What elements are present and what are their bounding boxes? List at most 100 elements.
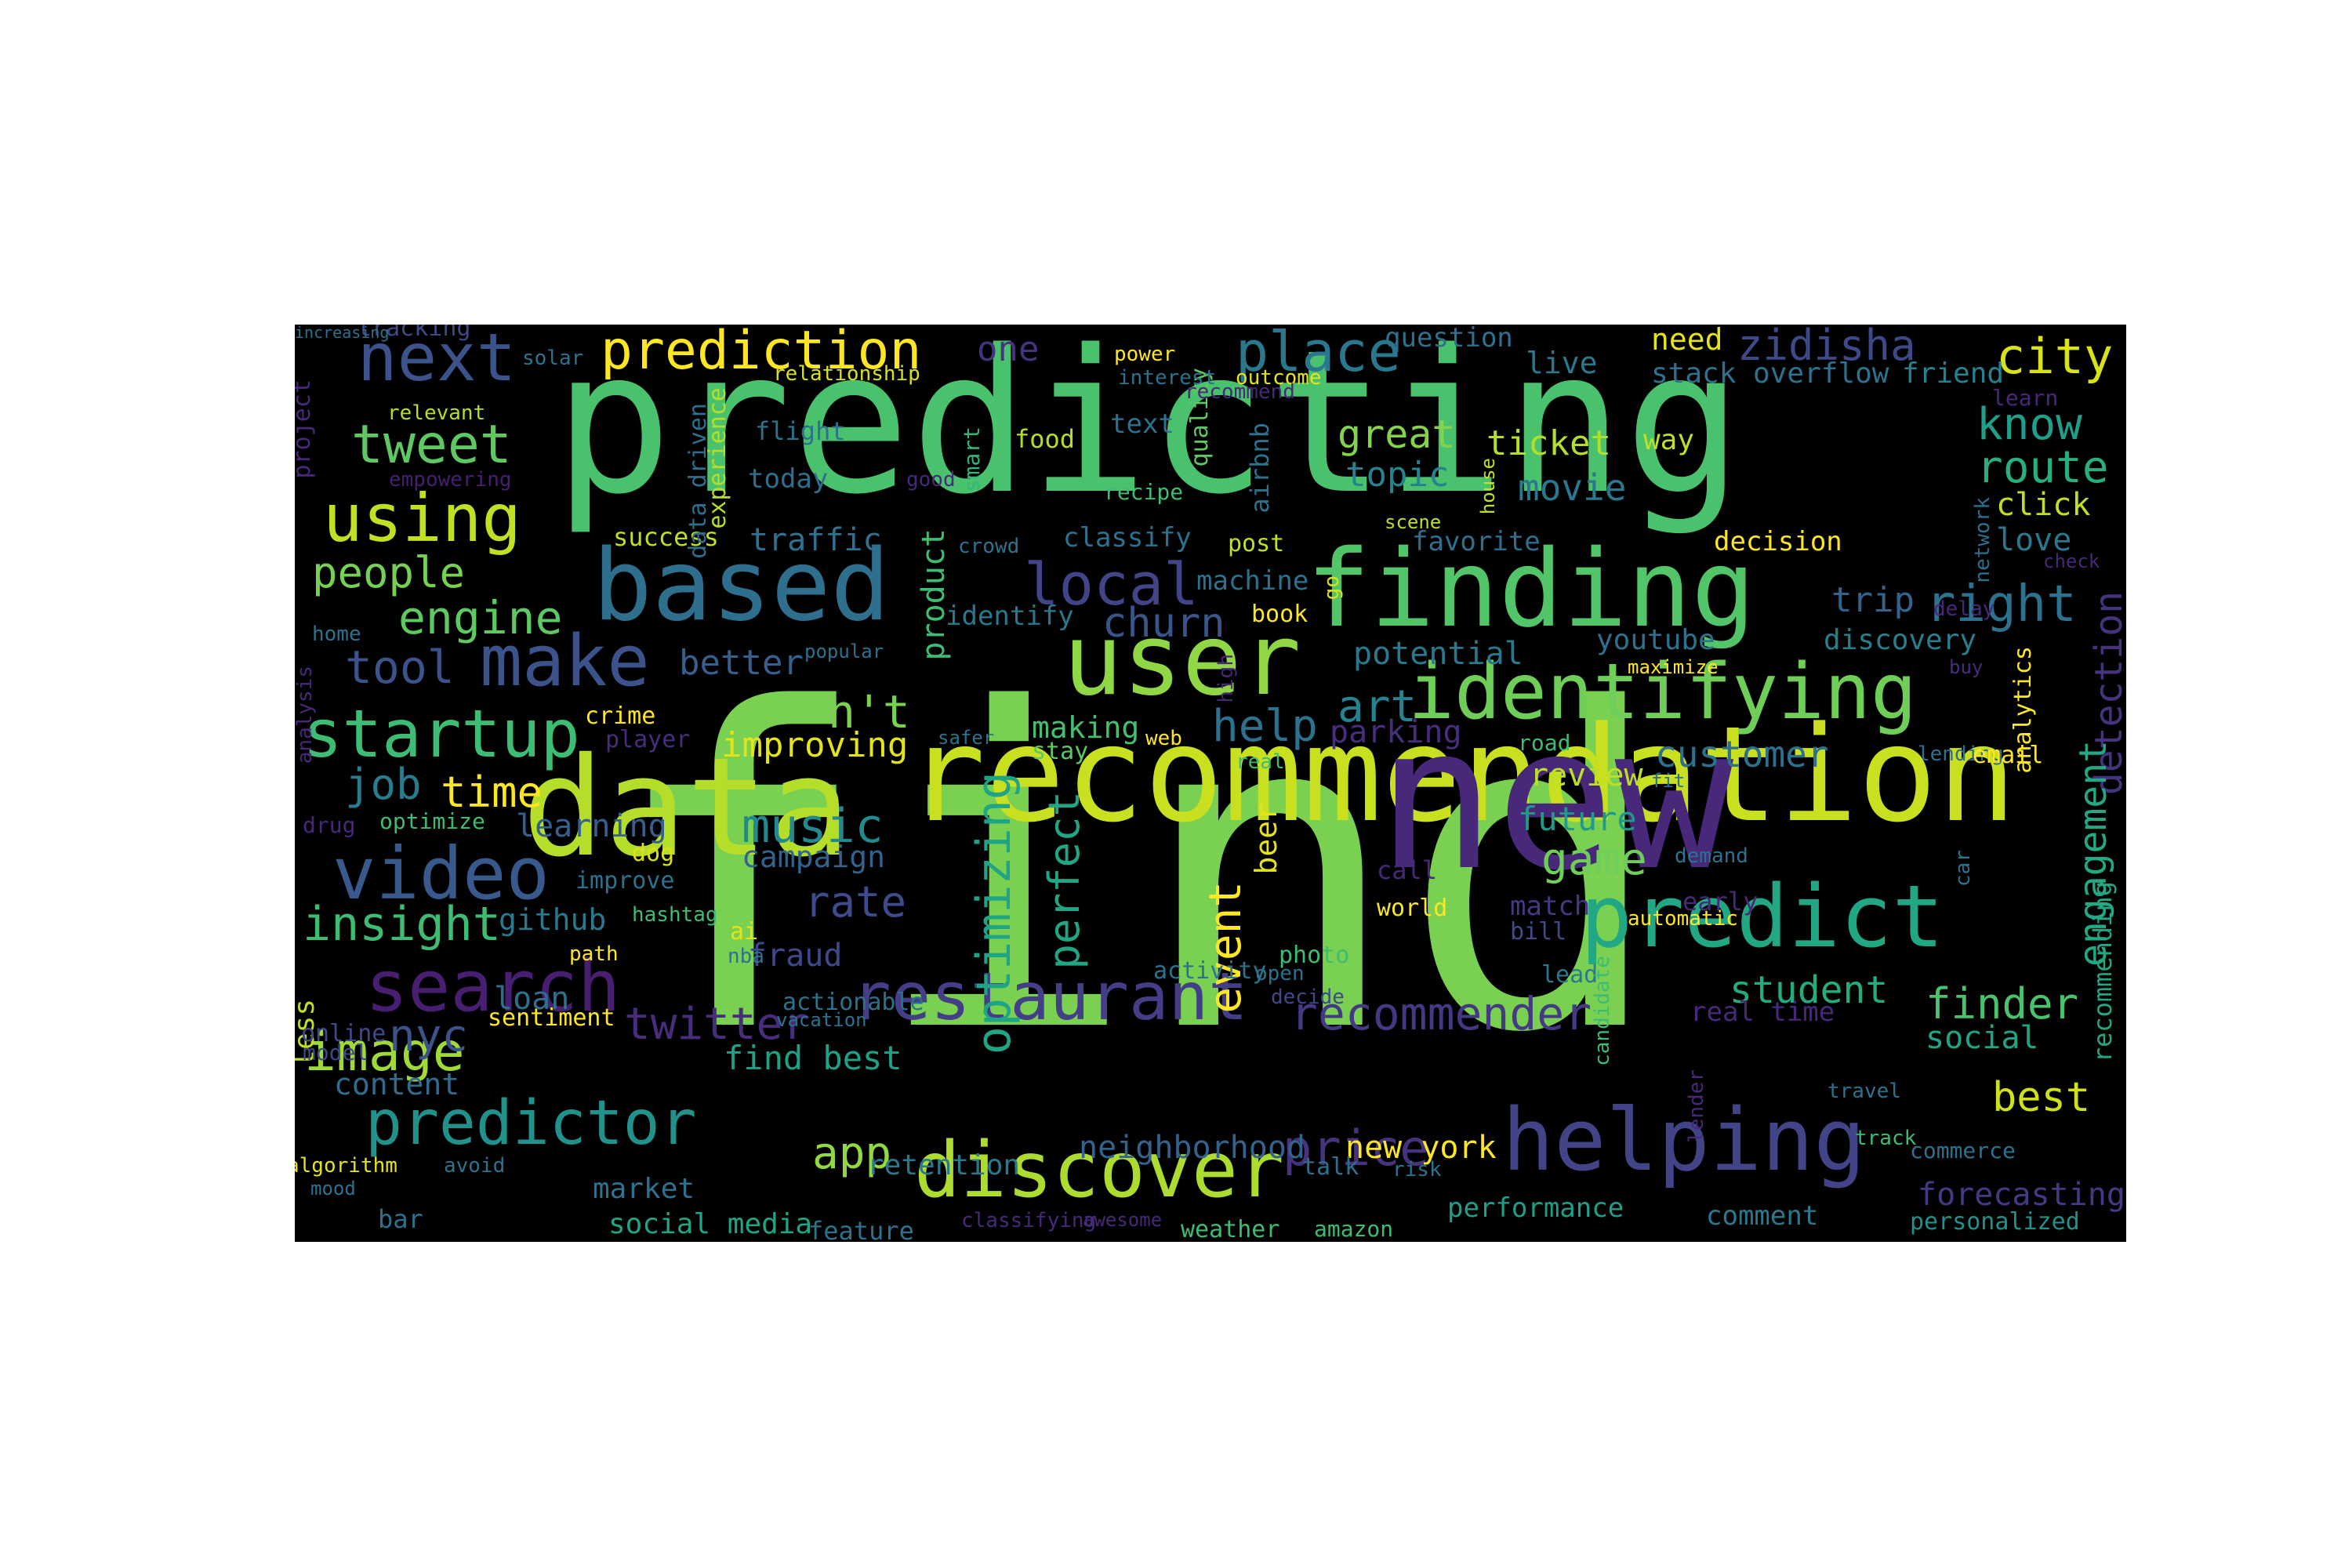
cloud-word: right xyxy=(1926,575,2077,633)
cloud-word: popular xyxy=(804,641,884,662)
cloud-word: recommendation xyxy=(906,698,2017,851)
cloud-word: predict xyxy=(1581,866,1944,967)
cloud-word: machine xyxy=(1196,565,1309,597)
cloud-word: empowering xyxy=(389,468,512,492)
cloud-word: photo xyxy=(1279,942,1350,969)
cloud-word: maximize xyxy=(1628,656,1719,678)
cloud-word: social xyxy=(1926,1020,2039,1056)
cloud-word: crowd xyxy=(958,535,1020,558)
cloud-word: student xyxy=(1730,968,1889,1012)
cloud-word: need xyxy=(1651,325,1723,357)
cloud-word: buy xyxy=(1949,656,1984,678)
cloud-word: recommending xyxy=(2088,881,2118,1063)
cloud-word: art xyxy=(1338,681,1417,732)
cloud-word: talk xyxy=(1302,1153,1359,1181)
cloud-word: real xyxy=(1236,750,1285,774)
cloud-word: power xyxy=(1114,343,1176,366)
cloud-word: lead xyxy=(1541,961,1599,989)
cloud-word: lender xyxy=(1685,1069,1708,1143)
cloud-word: success xyxy=(613,522,719,552)
cloud-word: stay xyxy=(1032,738,1089,765)
cloud-word: insight xyxy=(303,897,501,952)
cloud-word: question xyxy=(1385,325,1513,354)
cloud-word: rate xyxy=(804,877,907,927)
cloud-word: live xyxy=(1526,346,1598,380)
cloud-word: optimize xyxy=(379,808,485,834)
cloud-word: user xyxy=(1063,602,1301,717)
cloud-word: world xyxy=(1377,895,1448,922)
cloud-word: actionable xyxy=(782,989,924,1016)
cloud-word: amazon xyxy=(1314,1216,1394,1242)
cloud-word: topic xyxy=(1345,455,1450,495)
cloud-word: event xyxy=(1200,881,1251,1014)
cloud-word: project xyxy=(295,379,316,479)
cloud-word: youtube xyxy=(1596,624,1715,656)
cloud-word: book xyxy=(1251,601,1308,628)
cloud-word: bar xyxy=(378,1204,423,1234)
cloud-word: smart xyxy=(959,426,985,493)
cloud-word: analysis xyxy=(295,666,317,764)
cloud-word: early xyxy=(1682,887,1759,916)
cloud-word: next xyxy=(358,325,517,396)
cloud-word: road xyxy=(1518,730,1571,756)
cloud-word: relationship xyxy=(773,362,920,386)
cloud-word: decision xyxy=(1714,526,1842,557)
cloud-word: today xyxy=(748,463,829,495)
cloud-word: ai xyxy=(730,918,759,946)
cloud-word: great xyxy=(1338,412,1456,457)
cloud-word: airbnb xyxy=(1245,423,1275,514)
cloud-word: activity xyxy=(1153,957,1267,985)
cloud-word: model xyxy=(303,1040,369,1065)
cloud-word: risk xyxy=(1392,1158,1442,1181)
cloud-word: market xyxy=(593,1173,695,1205)
cloud-word: using xyxy=(323,480,521,557)
cloud-word: way xyxy=(1643,424,1695,456)
cloud-word: place xyxy=(1236,325,1401,384)
cloud-word: feature xyxy=(808,1216,914,1242)
cloud-word: stack overflow xyxy=(1651,358,1889,390)
cloud-word: perfect xyxy=(1040,791,1089,970)
cloud-word: tweet xyxy=(351,414,512,476)
cloud-word: love xyxy=(1996,522,2072,558)
cloud-word: based xyxy=(593,528,891,643)
cloud-word: predictor xyxy=(365,1088,697,1159)
cloud-word: learning xyxy=(516,808,667,844)
cloud-word: post xyxy=(1228,530,1285,557)
cloud-word: beer xyxy=(1249,803,1283,875)
cloud-word: friend xyxy=(1902,358,2005,390)
cloud-word: neighborhood xyxy=(1079,1130,1305,1166)
cloud-word: search xyxy=(365,946,621,1028)
cloud-word: optimizing xyxy=(967,771,1022,1055)
cloud-word: customer xyxy=(1655,733,1829,775)
cloud-word: video xyxy=(332,832,550,916)
cloud-word: recipe xyxy=(1104,479,1184,505)
cloud-word: data driven xyxy=(684,403,712,559)
cloud-word: decide xyxy=(1271,985,1345,1009)
cloud-word: tool xyxy=(345,641,455,694)
cloud-word: home xyxy=(312,622,361,646)
cloud-word: sentiment xyxy=(488,1004,615,1032)
cloud-word: vacation xyxy=(776,1009,867,1031)
cloud-word: network xyxy=(1971,497,1994,583)
cloud-word: lending xyxy=(1918,742,2004,766)
cloud-word: player xyxy=(605,726,691,753)
cloud-word: fit xyxy=(1651,770,1686,792)
cloud-word: fraud xyxy=(748,938,843,974)
cloud-word: car xyxy=(1951,850,1975,887)
cloud-word: recommend xyxy=(1185,380,1295,404)
cloud-word: churn xyxy=(1102,600,1225,647)
cloud-word: potential xyxy=(1353,636,1523,672)
cloud-word: helping xyxy=(1502,1090,1866,1190)
cloud-word: identifying xyxy=(1408,648,1918,737)
cloud-word: engine xyxy=(398,591,563,644)
cloud-word: solar xyxy=(522,347,584,370)
cloud-word: parking xyxy=(1330,714,1462,750)
cloud-word: click xyxy=(1996,487,2091,523)
cloud-word: open xyxy=(1255,962,1305,985)
cloud-word: tracking xyxy=(358,325,471,342)
cloud-word: product xyxy=(916,528,952,661)
cloud-word: safer xyxy=(938,727,995,749)
cloud-word: making xyxy=(1032,710,1140,745)
cloud-word: email xyxy=(1973,742,2044,769)
cloud-word: one xyxy=(977,329,1040,369)
